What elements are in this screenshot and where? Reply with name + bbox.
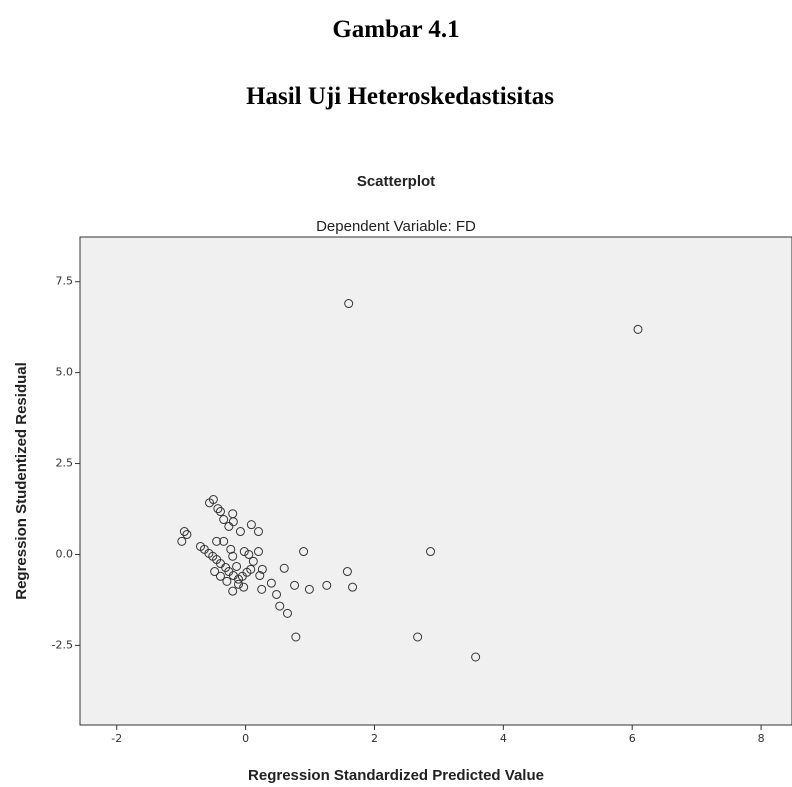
chart-title: Scatterplot <box>357 173 435 190</box>
x-tick-label: 4 <box>500 732 507 745</box>
x-tick-label: 0 <box>242 732 249 745</box>
y-tick-label: 2.5 <box>56 457 74 470</box>
x-tick-label: 6 <box>629 732 636 745</box>
x-tick-label: 8 <box>758 732 765 745</box>
plot-area <box>80 237 792 725</box>
y-axis-label: Regression Studentized Residual <box>13 362 30 600</box>
y-tick-label: -2.5 <box>52 638 73 651</box>
chart-subtitle: Dependent Variable: FD <box>316 218 476 235</box>
y-tick-label: 0.0 <box>56 547 74 560</box>
x-axis-label: Regression Standardized Predicted Value <box>248 767 544 784</box>
figure-number: Gambar 4.1 <box>332 16 459 43</box>
x-tick-label: -2 <box>111 732 122 745</box>
x-tick-label: 2 <box>371 732 378 745</box>
y-tick-label: 7.5 <box>56 275 74 288</box>
page: Gambar 4.1 Hasil Uji Heteroskedastisitas… <box>0 0 792 787</box>
figure-caption: Hasil Uji Heteroskedastisitas <box>246 83 554 110</box>
y-tick-label: 5.0 <box>56 366 74 379</box>
